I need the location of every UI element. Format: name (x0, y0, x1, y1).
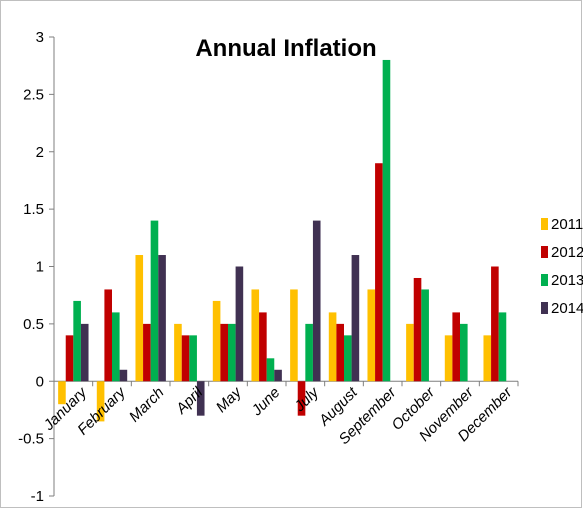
bar-2011-october (406, 323, 414, 382)
x-axis (53, 380, 519, 387)
bar-2011-february (96, 381, 105, 422)
legend-swatch-2014 (541, 302, 548, 314)
bar-2011-september (367, 289, 376, 382)
bar-2011-november (444, 335, 453, 382)
legend-label-2011: 2011 (551, 216, 583, 233)
bar-2014-july (312, 220, 321, 382)
bar-2014-august (351, 255, 360, 382)
y-tick-label: -0.5 (18, 431, 44, 448)
legend-label-2012: 2012 (551, 244, 583, 261)
legend-swatch-2011 (541, 218, 548, 230)
category-label-june: June (248, 384, 284, 420)
bar-2014-march (158, 255, 166, 382)
bar-2013-march (150, 220, 159, 382)
bar-2011-august (328, 312, 337, 382)
bar-2014-february (119, 369, 128, 382)
bar-2012-january (65, 335, 74, 382)
bar-2014-april (196, 381, 205, 416)
bar-2012-september (375, 163, 383, 382)
category-label-may: May (213, 383, 246, 416)
bar-2012-march (143, 323, 151, 382)
y-tick-label: 1 (36, 259, 44, 276)
bar-2012-june (259, 312, 267, 382)
bar-2011-may (212, 300, 221, 382)
chart-title: Annual Inflation (195, 35, 376, 62)
y-tick-label: 1.5 (23, 201, 44, 218)
bar-2014-january (80, 323, 89, 382)
bar-2013-september (382, 59, 391, 382)
bar-2011-january (58, 381, 66, 405)
bar-2011-july (290, 289, 298, 382)
bar-2012-august (336, 323, 344, 382)
bar-2011-december (483, 335, 492, 382)
y-axis: 3 2.5 2 1.5 1 0.5 0 -0.5 -1 (18, 29, 55, 505)
bar-2013-july (305, 323, 313, 382)
bar-2013-october (421, 289, 429, 382)
category-label-march: March (126, 384, 167, 425)
bar-2013-february (112, 312, 120, 382)
legend: 2011 2012 2013 2014 (541, 216, 583, 317)
bar-2012-november (452, 312, 460, 382)
bar-2014-may (235, 266, 244, 382)
bar-2011-march (135, 255, 144, 382)
bar-2013-june (266, 358, 275, 382)
bars (58, 59, 507, 422)
bar-2013-april (189, 335, 197, 382)
bar-2013-may (228, 323, 236, 382)
bar-2011-june (251, 289, 260, 382)
category-label-july: July (291, 383, 324, 416)
legend-swatch-2013 (541, 274, 548, 286)
bar-2013-august (344, 335, 352, 382)
y-tick-label: 2 (36, 144, 44, 161)
y-tick-label: 3 (36, 29, 44, 46)
bar-2012-july (297, 381, 306, 416)
bar-2013-november (460, 323, 468, 382)
bar-2012-may (220, 323, 228, 382)
bar-2012-october (413, 277, 422, 382)
y-tick-label: -1 (31, 488, 44, 505)
bar-2014-june (274, 369, 282, 382)
y-tick-label: 2.5 (23, 86, 44, 103)
bar-2012-april (181, 335, 190, 382)
bar-2012-december (491, 266, 499, 382)
y-tick-label: 0.5 (23, 316, 44, 333)
bar-2013-december (498, 312, 507, 382)
bar-2013-january (73, 300, 81, 382)
legend-label-2014: 2014 (551, 300, 583, 317)
bar-2011-april (174, 323, 182, 382)
legend-swatch-2012 (541, 246, 548, 258)
y-tick-label: 0 (36, 373, 44, 390)
bar-2012-february (104, 289, 112, 382)
legend-label-2013: 2013 (551, 272, 583, 289)
